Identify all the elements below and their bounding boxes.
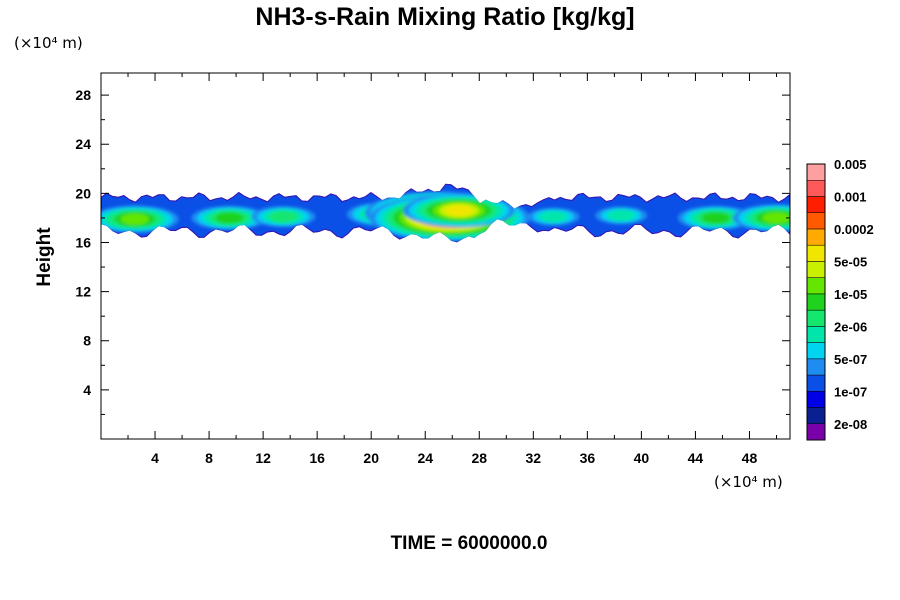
contour-cell: [445, 204, 474, 217]
x-tick-label: 24: [417, 450, 433, 466]
colorbar-swatch: [806, 179, 826, 197]
colorbar-label: 1e-07: [834, 384, 867, 399]
x-tick-label: 8: [205, 450, 213, 466]
colorbar-label: 2e-06: [834, 319, 867, 334]
colorbar: 2e-08 1e-07 5e-07 2e-06 1e-05 5e-05 0.0002 0.00…: [806, 157, 874, 441]
y-tick-label: 28: [75, 87, 91, 103]
x-tick-label: 20: [363, 450, 379, 466]
x-tick-label: 44: [688, 450, 704, 466]
colorbar-label: 0.0002: [834, 222, 874, 237]
x-tick-label: 40: [634, 450, 650, 466]
plot-frame: [100, 72, 791, 440]
colorbar-swatch: [806, 407, 826, 425]
colorbar-swatch: [806, 196, 826, 213]
colorbar-label: 0.005: [834, 157, 867, 172]
contour-cell: [120, 213, 149, 225]
colorbar-frame: [806, 163, 826, 441]
colorbar-swatch: [806, 228, 826, 246]
x-tick-label: 28: [471, 450, 487, 466]
colorbar-swatch: [806, 293, 826, 311]
y-tick-label: 20: [75, 185, 91, 201]
y-tick-label: 8: [83, 333, 91, 349]
colorbar-swatch: [806, 391, 826, 408]
colorbar-swatch: [806, 277, 826, 295]
colorbar-swatch: [806, 374, 826, 392]
colorbar-label: 1e-05: [834, 287, 867, 302]
x-tick-label: 12: [255, 450, 271, 466]
contour-band: [101, 183, 790, 243]
contour-cell: [269, 211, 298, 223]
colorbar-swatch: [806, 244, 826, 262]
colorbar-swatch: [806, 309, 826, 327]
colorbar-swatch: [806, 358, 826, 376]
chart-title: NH3-s-Rain Mixing Ratio [kg/kg]: [255, 3, 634, 31]
colorbar-swatch: [806, 163, 826, 181]
y-tick-label: 12: [75, 284, 91, 300]
colorbar-label: 0.001: [834, 189, 867, 204]
colorbar-swatch: [806, 261, 826, 278]
colorbar-label: 5e-07: [834, 352, 867, 367]
x-tick-label: 48: [742, 450, 758, 466]
colorbar-label: 5e-05: [834, 254, 867, 269]
colorbar-label: 2e-08: [834, 417, 867, 432]
y-axis-label: Height: [34, 227, 55, 287]
y-unit-label: (×10⁴ m): [14, 34, 83, 52]
contour-cell: [762, 212, 790, 224]
contour-cell: [539, 211, 568, 223]
contour-cell: [215, 212, 244, 224]
x-tick-label: 36: [580, 450, 596, 466]
contour-cell: [607, 209, 636, 222]
x-tick-label: 4: [151, 450, 159, 466]
x-tick-label: 32: [526, 450, 542, 466]
colorbar-swatch: [806, 212, 826, 230]
colorbar-swatch: [806, 423, 826, 441]
y-tick-label: 24: [75, 136, 91, 152]
x-tick-label: 16: [309, 450, 325, 466]
y-tick-label: 16: [75, 234, 91, 250]
y-tick-label: 4: [83, 382, 91, 398]
time-label: TIME = 6000000.0: [391, 533, 548, 554]
colorbar-swatch: [806, 326, 826, 343]
contour-cell: [701, 212, 730, 224]
colorbar-swatch: [806, 342, 826, 360]
x-unit-label: (×10⁴ m): [714, 473, 783, 491]
